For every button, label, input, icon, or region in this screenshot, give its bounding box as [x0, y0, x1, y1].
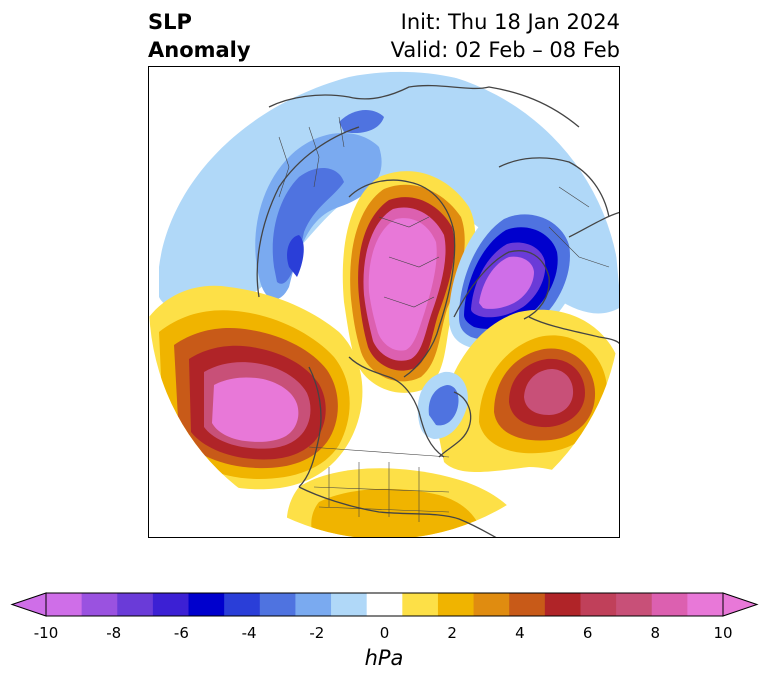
colorbar-bin — [509, 593, 546, 616]
colorbar-bin — [224, 593, 261, 616]
colorbar-tick-label: -8 — [106, 624, 122, 642]
valid-range: Valid: 02 Feb – 08 Feb — [390, 38, 620, 62]
neg-hudson-4 — [428, 385, 459, 426]
neg-arctic-4 — [339, 110, 384, 134]
map-canvas — [149, 67, 619, 537]
colorbar-bin — [402, 593, 439, 616]
colorbar-bin — [152, 593, 190, 616]
colorbar-tick-label: 2 — [447, 624, 457, 642]
colorbar-tick-label: 10 — [713, 624, 733, 642]
forecast-info: Init: Thu 18 Jan 2024 Valid: 02 Feb – 08… — [391, 8, 620, 64]
colorbar-bins — [46, 593, 724, 616]
colorbar-bin — [331, 593, 368, 616]
colorbar-bin — [473, 593, 510, 616]
colorbar-tick-label: -6 — [173, 624, 189, 642]
colorbar-bin — [651, 593, 688, 616]
colorbar-bin — [46, 593, 83, 616]
colorbar-bin — [366, 593, 403, 616]
pos-atlantic-8 — [524, 369, 574, 415]
colorbar-bin — [616, 593, 653, 616]
colorbar-bin — [81, 593, 118, 616]
colorbar-bin — [117, 593, 154, 616]
neg-siberia-5 — [287, 235, 304, 277]
anomaly-fill — [149, 67, 619, 537]
colorbar-tick-label: -4 — [241, 624, 257, 642]
colorbar-extend-max — [722, 592, 759, 617]
colorbar-tick-label: -2 — [309, 624, 325, 642]
country-borders — [278, 116, 610, 522]
colorbar-bin — [188, 593, 225, 616]
colorbar-unit: hPa — [364, 646, 404, 670]
title-anomaly: Anomaly — [148, 38, 251, 62]
pos-pacific-10 — [212, 377, 299, 442]
anomaly-map — [148, 66, 620, 538]
colorbar-bin — [580, 593, 617, 616]
init-date: Init: Thu 18 Jan 2024 — [400, 10, 620, 34]
map-title: SLP Anomaly — [148, 8, 251, 64]
colorbar-tick-label: 6 — [582, 624, 593, 642]
colorbar-bin — [544, 593, 581, 616]
colorbar-bin — [295, 593, 332, 616]
colorbar-tick-label: 0 — [379, 624, 390, 642]
colorbar-bin — [437, 593, 475, 616]
neg-scand-10 — [479, 256, 534, 309]
colorbar-tick-label: 8 — [650, 624, 661, 642]
title-variable: SLP — [148, 10, 192, 34]
colorbar-bin — [259, 593, 296, 616]
colorbar-bin — [687, 593, 724, 616]
colorbar — [10, 592, 759, 617]
pos-us-2 — [311, 488, 484, 537]
coastlines — [256, 84, 619, 537]
pos-greenland-10 — [368, 218, 437, 351]
colorbar-tick-label: 4 — [515, 624, 525, 642]
colorbar-extend-min — [10, 592, 47, 617]
colorbar-tick-label: -10 — [33, 624, 59, 642]
